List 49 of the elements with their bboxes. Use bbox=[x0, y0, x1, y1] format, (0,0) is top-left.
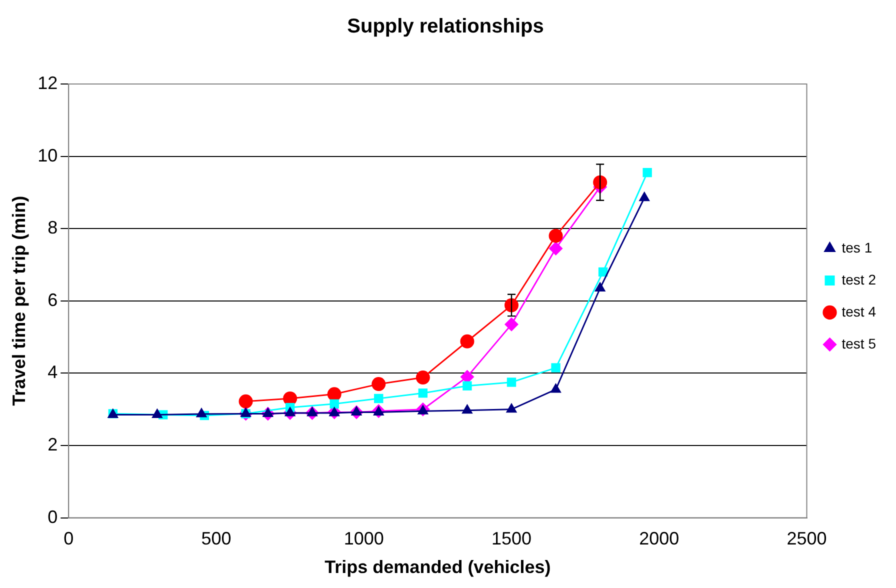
x-tick-label: 1000 bbox=[344, 528, 384, 549]
legend-label: test 4 bbox=[842, 303, 876, 320]
y-tick-label: 0 bbox=[48, 506, 58, 527]
x-tick-label: 1500 bbox=[491, 528, 532, 549]
point bbox=[416, 370, 430, 385]
y-tick-label: 2 bbox=[48, 434, 58, 454]
point bbox=[152, 408, 163, 418]
x-tick-label: 500 bbox=[201, 528, 232, 549]
chart-title: Supply relationships bbox=[347, 16, 544, 38]
point bbox=[462, 404, 473, 414]
point bbox=[550, 382, 562, 393]
point bbox=[196, 408, 208, 418]
point bbox=[548, 228, 563, 243]
y-tick-label: 10 bbox=[38, 145, 58, 166]
point bbox=[504, 298, 519, 312]
point bbox=[504, 317, 519, 332]
point bbox=[462, 381, 472, 390]
x-tick-label: 2500 bbox=[786, 528, 827, 549]
legend-label: test 2 bbox=[842, 271, 876, 288]
point bbox=[642, 168, 652, 178]
legend-label: test 5 bbox=[842, 335, 876, 352]
point bbox=[506, 378, 516, 387]
y-tick-label: 8 bbox=[48, 218, 58, 238]
point bbox=[328, 406, 340, 416]
point bbox=[593, 175, 608, 190]
y-axis-title: Travel time per trip (min) bbox=[8, 196, 29, 406]
point bbox=[330, 399, 339, 409]
point bbox=[418, 388, 428, 398]
point bbox=[350, 406, 362, 416]
legend-label: tes 1 bbox=[842, 239, 872, 256]
y-tick-label: 4 bbox=[48, 362, 58, 382]
point bbox=[374, 394, 384, 404]
x-tick-label: 0 bbox=[64, 528, 74, 549]
y-tick-label: 6 bbox=[48, 290, 58, 310]
point bbox=[327, 387, 342, 402]
point bbox=[551, 363, 560, 372]
point bbox=[238, 394, 253, 408]
y-tick-label: 12 bbox=[38, 72, 58, 93]
point bbox=[284, 406, 296, 416]
point bbox=[373, 406, 384, 416]
point bbox=[460, 334, 474, 348]
x-axis-title: Trips demanded (vehicles) bbox=[324, 557, 551, 578]
point bbox=[372, 377, 386, 392]
x-tick-label: 2000 bbox=[639, 528, 680, 549]
point bbox=[548, 241, 563, 256]
point bbox=[417, 404, 429, 414]
point bbox=[506, 402, 518, 413]
point bbox=[262, 407, 274, 417]
point bbox=[306, 406, 318, 416]
